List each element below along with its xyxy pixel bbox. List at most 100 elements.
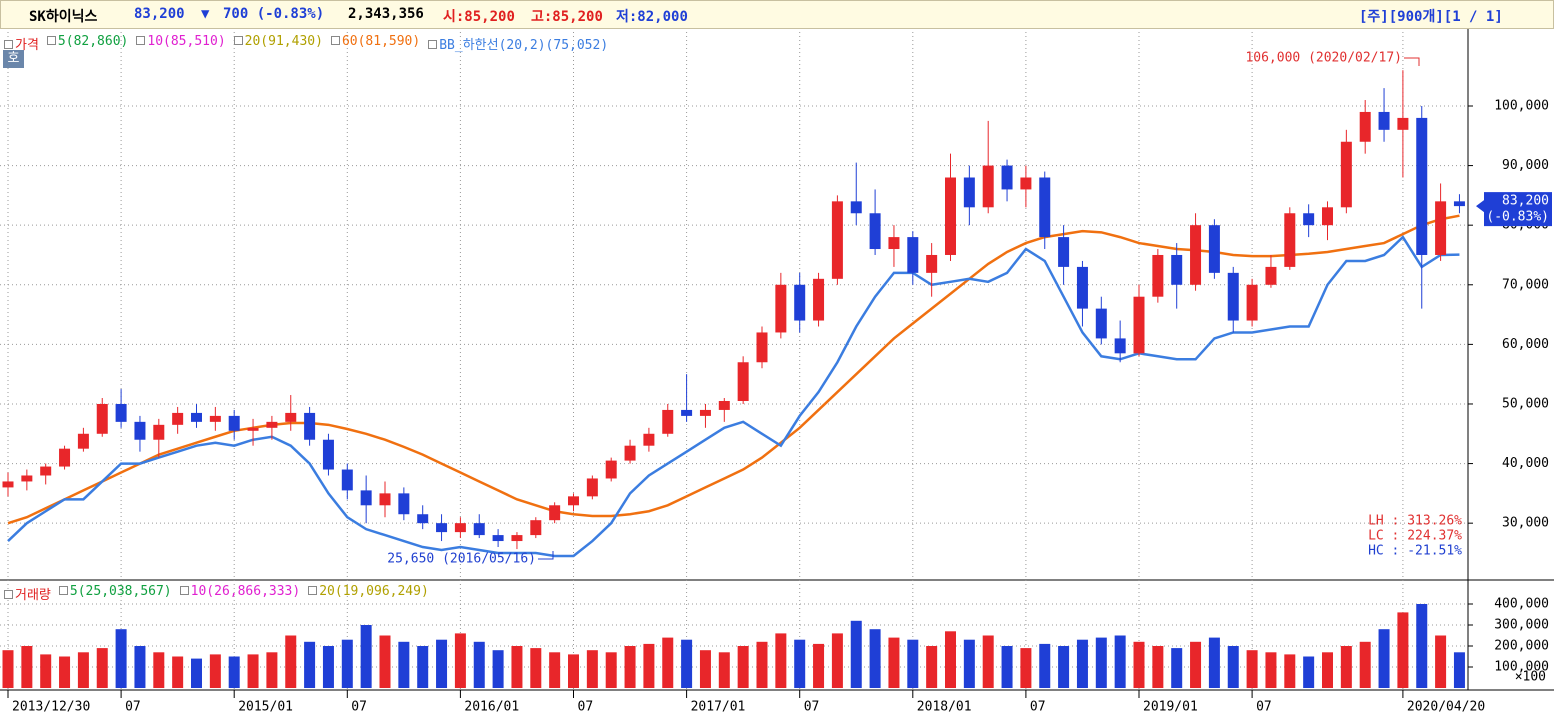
candle-body [963,177,975,208]
candle-body [1359,111,1371,142]
volume-bar [285,635,297,688]
candle-body [1076,266,1088,309]
legend-item[interactable]: 가격 [4,34,39,53]
volume-bar [1001,646,1013,688]
volume-bar [2,650,14,688]
candle-body [398,493,410,515]
volume-bar [1208,637,1220,688]
stat-label: LH : 313.26% [1368,514,1462,529]
price: 83,200 [134,6,185,22]
legend-item[interactable]: 20(19,096,249) [308,584,429,603]
volume-bar [172,656,184,688]
volume-bar [737,646,749,688]
y-tick-label: 100,000 [1494,98,1549,113]
candle-body [1340,141,1352,208]
candle-body [304,412,316,440]
volume-bar [1227,646,1239,688]
candle-body [492,535,504,542]
x-tick-label: 2017/01 [691,700,746,715]
volume-bar [624,646,636,688]
volume-bar [191,658,202,688]
volume-bar [1246,650,1258,688]
volume-bar [134,646,146,688]
price-legend: 가격 5(82,860) 10(85,510) 20(91,430) 60(81,590… [4,34,608,53]
volume-bar [1340,646,1352,688]
volume-bar [1114,635,1126,688]
candle-body [1435,201,1447,255]
volume-bar [1453,652,1465,688]
price-label: (-0.83%) [1486,210,1549,225]
y-tick-label: 300,000 [1494,618,1549,633]
x-tick-label: 2018/01 [917,700,972,715]
volume-bar [662,637,674,688]
volume-bar [1171,648,1183,688]
legend-item[interactable]: 10(85,510) [136,34,225,53]
volume-bar [1435,635,1447,688]
volume-bar [1397,612,1409,688]
button[interactable]: 호 [3,50,24,68]
volume-bar [756,641,768,688]
candle-body [360,490,372,506]
volume-bar [1359,641,1371,688]
volume-bar [869,629,881,688]
volume-bar [982,635,994,688]
candle-body [813,278,825,321]
candle-body [869,213,881,250]
volume-bar [963,639,975,688]
toolbar: SK하이닉스 83,200 ▼ 700 (-0.83%) 2,343,356 시… [0,0,1554,29]
legend-item[interactable]: 10(26,866,333) [180,584,301,603]
candle-body [1095,308,1107,339]
volume-bar [1416,604,1428,688]
y-tick-label: 60,000 [1502,337,1549,352]
price-marker-arrow [1476,200,1484,213]
info[interactable]: [주][900개][1 / 1] [1359,9,1503,25]
volume-bar [586,650,598,688]
candle-body [285,412,297,422]
volume-bar [153,652,165,688]
y-tick-label: 30,000 [1502,516,1549,531]
y-tick-label: 400,000 [1494,597,1549,612]
y-tick-label: 70,000 [1502,277,1549,292]
x-tick-label: 2019/01 [1143,700,1198,715]
legend-item[interactable]: 5(82,860) [47,34,128,53]
annotation-arrow [1404,57,1420,66]
volume-bar [605,652,617,688]
candle-body [511,535,523,542]
volume-bar [228,656,240,688]
legend-item[interactable]: 60(81,590) [331,34,420,53]
volume-bar [96,648,108,688]
candle-body [1284,213,1296,267]
candle-body [586,478,598,497]
legend-item[interactable]: 5(25,038,567) [59,584,172,603]
volume-bar [794,639,806,688]
candle-body [926,254,938,273]
volume-bar [1133,641,1145,688]
volume-bar [454,633,466,688]
legend-item[interactable]: 거래량 [4,584,51,603]
candle-body [662,409,674,434]
candle-body [1190,225,1202,285]
stat-label: LC : 224.37% [1368,529,1462,544]
x-tick-label: 2015/01 [238,700,293,715]
volume-bar [360,625,372,688]
low: 저:82,000 [616,9,688,25]
candle-body [568,496,579,506]
candle-body [2,481,14,488]
legend-item[interactable]: BB_하한선(20,2)(75,052) [428,34,608,53]
x-tick-label: 2013/12/30 [12,700,90,715]
volume-bar [473,641,485,688]
legend-item[interactable]: 20(91,430) [234,34,323,53]
candle-body [756,332,768,363]
candle-body [1039,177,1051,238]
volume-bar [511,646,523,688]
candle-body [775,284,787,333]
volume-bar [1303,656,1315,688]
candle-body [1322,207,1333,226]
candle-body [153,424,165,440]
change: 700 (-0.83%) [223,6,325,22]
price-marker [1484,192,1552,227]
volume-bar [530,648,542,688]
candle-body [1020,177,1032,190]
candle-body [209,415,221,422]
